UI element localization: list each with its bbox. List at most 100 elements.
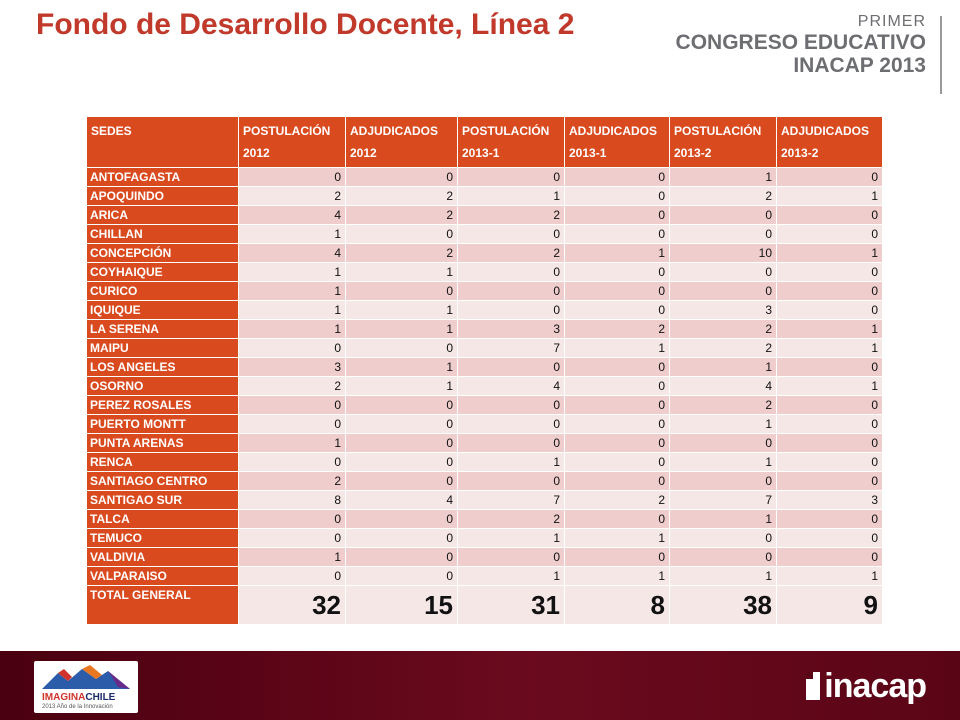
value-cell: 1	[345, 319, 458, 339]
sede-cell: SANTIGAO SUR	[86, 490, 239, 510]
value-cell: 1	[776, 186, 883, 206]
table-row: IQUIQUE 1 1 0 0 3 0	[86, 300, 883, 320]
inacap-wordmark: inacap	[824, 667, 927, 705]
value-cell: 4	[238, 205, 346, 225]
value-cell: 0	[238, 452, 346, 472]
value-cell: 0	[238, 414, 346, 434]
value-cell: 1	[238, 262, 346, 282]
value-cell: 1	[238, 224, 346, 244]
total-value-cell: 32	[238, 585, 346, 625]
value-cell: 1	[238, 319, 346, 339]
value-cell: 0	[776, 395, 883, 415]
value-cell: 0	[457, 167, 565, 187]
table-row: TALCA 0 0 2 0 1 0	[86, 509, 883, 529]
value-cell: 0	[776, 471, 883, 491]
value-cell: 4	[345, 490, 458, 510]
value-cell: 0	[776, 262, 883, 282]
value-cell: 0	[457, 357, 565, 377]
value-cell: 0	[776, 433, 883, 453]
value-cell: 1	[345, 357, 458, 377]
total-value-cell: 15	[345, 585, 458, 625]
table-row: CHILLAN 1 0 0 0 0 0	[86, 224, 883, 244]
value-cell: 1	[564, 338, 670, 358]
value-cell: 2	[238, 471, 346, 491]
total-value-cell: 38	[669, 585, 777, 625]
value-cell: 8	[238, 490, 346, 510]
value-cell: 1	[457, 452, 565, 472]
table-row: SANTIAGO CENTRO 2 0 0 0 0 0	[86, 471, 883, 491]
value-cell: 0	[564, 262, 670, 282]
value-cell: 0	[457, 433, 565, 453]
value-cell: 0	[457, 471, 565, 491]
value-cell: 2	[457, 509, 565, 529]
value-cell: 0	[345, 452, 458, 472]
value-cell: 0	[457, 395, 565, 415]
table-header-row: SEDES POSTULACIÓN 2012 ADJUDICADOS 2012 POS…	[86, 116, 883, 168]
value-cell: 0	[776, 205, 883, 225]
value-cell: 0	[345, 224, 458, 244]
value-cell: 0	[564, 167, 670, 187]
value-cell: 0	[776, 528, 883, 548]
total-row: TOTAL GENERAL 32 15 31 8 38 9	[86, 585, 883, 625]
value-cell: 0	[776, 281, 883, 301]
value-cell: 0	[345, 566, 458, 586]
value-cell: 0	[669, 528, 777, 548]
value-cell: 1	[457, 186, 565, 206]
value-cell: 3	[457, 319, 565, 339]
value-cell: 0	[564, 509, 670, 529]
value-cell: 1	[238, 300, 346, 320]
value-cell: 0	[776, 509, 883, 529]
value-cell: 0	[564, 224, 670, 244]
value-cell: 0	[564, 547, 670, 567]
value-cell: 2	[669, 338, 777, 358]
value-cell: 0	[345, 433, 458, 453]
value-cell: 7	[457, 338, 565, 358]
value-cell: 2	[669, 186, 777, 206]
congress-logo: PRIMER CONGRESO EDUCATIVO INACAP 2013	[676, 14, 942, 94]
value-cell: 7	[457, 490, 565, 510]
value-cell: 2	[669, 395, 777, 415]
value-cell: 0	[238, 167, 346, 187]
table-row: LOS ANGELES 3 1 0 0 1 0	[86, 357, 883, 377]
value-cell: 1	[345, 376, 458, 396]
value-cell: 2	[457, 243, 565, 263]
table-row: TEMUCO 0 0 1 1 0 0	[86, 528, 883, 548]
table-row: LA SERENA 1 1 3 2 2 1	[86, 319, 883, 339]
table-row: COYHAIQUE 1 1 0 0 0 0	[86, 262, 883, 282]
imagina-chile-mountains-icon	[42, 665, 130, 689]
table-header-cell: POSTULACIÓN 2012	[238, 116, 346, 168]
value-cell: 0	[776, 167, 883, 187]
value-cell: 1	[776, 566, 883, 586]
value-cell: 0	[564, 300, 670, 320]
value-cell: 0	[457, 300, 565, 320]
table-row: MAIPU 0 0 7 1 2 1	[86, 338, 883, 358]
value-cell: 0	[776, 414, 883, 434]
value-cell: 0	[564, 414, 670, 434]
footer-bar: IMAGINACHILE 2013 Año de la Innovación i…	[0, 651, 960, 720]
table-header-cell: ADJUDICADOS 2013-1	[564, 116, 670, 168]
table-row: RENCA 0 0 1 0 1 0	[86, 452, 883, 472]
table-header-cell: SEDES	[86, 116, 239, 168]
value-cell: 0	[669, 281, 777, 301]
table-row: ANTOFAGASTA 0 0 0 0 1 0	[86, 167, 883, 187]
value-cell: 2	[345, 186, 458, 206]
value-cell: 1	[669, 167, 777, 187]
imagina-word: IMAGINA	[42, 692, 86, 703]
value-cell: 0	[564, 395, 670, 415]
value-cell: 0	[669, 471, 777, 491]
value-cell: 0	[776, 452, 883, 472]
value-cell: 0	[776, 224, 883, 244]
value-cell: 2	[345, 205, 458, 225]
table-body: ANTOFAGASTA 0 0 0 0 1 0 APOQUINDO 2 2 1 0 2 1 ARICA 4 2 2…	[86, 167, 883, 625]
value-cell: 0	[238, 338, 346, 358]
value-cell: 1	[238, 281, 346, 301]
total-value-cell: 8	[564, 585, 670, 625]
inacap-logo: inacap	[806, 667, 927, 706]
value-cell: 1	[564, 243, 670, 263]
data-table: SEDES POSTULACIÓN 2012 ADJUDICADOS 2012 POS…	[86, 116, 883, 625]
sede-cell: PEREZ ROSALES	[86, 395, 239, 415]
value-cell: 2	[669, 319, 777, 339]
table-row: VALDIVIA 1 0 0 0 0 0	[86, 547, 883, 567]
value-cell: 0	[345, 509, 458, 529]
table-row: VALPARAISO 0 0 1 1 1 1	[86, 566, 883, 586]
